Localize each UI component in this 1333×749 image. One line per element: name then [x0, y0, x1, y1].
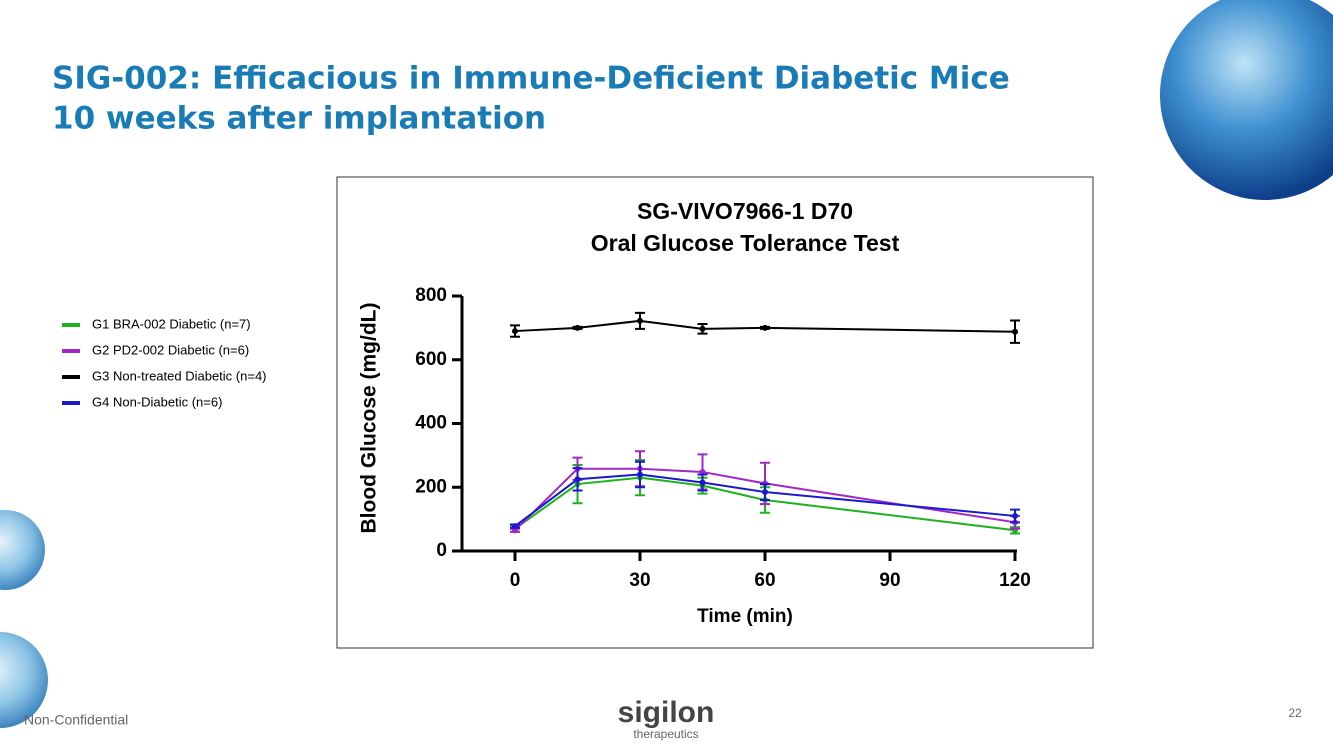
data-point [699, 468, 706, 475]
y-tick-label: 800 [415, 285, 447, 306]
logo-subtitle: therapeutics [633, 727, 698, 741]
x-tick-label: 120 [999, 570, 1031, 591]
data-point [1012, 328, 1018, 335]
y-tick-label: 200 [415, 476, 447, 497]
x-axis-label: Time (min) [697, 606, 793, 627]
data-point [1012, 512, 1018, 519]
x-tick-label: 0 [510, 570, 521, 591]
legend-label: G3 Non-treated Diabetic (n=4) [92, 368, 267, 383]
series-line [514, 319, 1016, 333]
data-point [637, 471, 643, 478]
data-point [512, 523, 518, 530]
slide-title: 10 weeks after implantation [52, 101, 546, 137]
data-point [699, 325, 706, 332]
data-point [699, 479, 706, 486]
footer: Non-Confidential [24, 712, 128, 728]
legend-label: G2 PD2-002 Diabetic (n=6) [92, 342, 249, 357]
data-point [574, 476, 581, 483]
chart-title: SG-VIVO7966-1 D70 [637, 198, 853, 224]
decor-sphere [1160, 0, 1333, 200]
y-axis-label: Blood Glucose (mg/dL) [358, 303, 381, 534]
logo: sigilon [618, 696, 715, 729]
y-tick-label: 400 [415, 413, 447, 434]
data-point [512, 527, 518, 534]
y-tick-label: 600 [415, 349, 447, 370]
x-tick-label: 60 [754, 570, 775, 591]
data-point [762, 324, 768, 331]
data-point [512, 328, 518, 335]
x-tick-label: 90 [879, 570, 900, 591]
x-tick-label: 30 [629, 570, 650, 591]
decor-sphere [0, 632, 48, 728]
series-line [514, 476, 1016, 532]
series-line [514, 467, 1016, 531]
data-point [637, 317, 643, 324]
y-tick-label: 0 [436, 540, 447, 561]
chart-title: Oral Glucose Tolerance Test [591, 230, 900, 256]
legend-label: G1 BRA-002 Diabetic (n=7) [92, 316, 251, 331]
page-number: 22 [1288, 706, 1302, 720]
series-line [514, 473, 1016, 527]
data-point [574, 324, 581, 331]
slide-title: SIG-002: Efficacious in Immune-Deficient… [52, 61, 1010, 97]
decor-sphere [0, 510, 45, 590]
data-point [762, 489, 768, 496]
legend-label: G4 Non-Diabetic (n=6) [92, 394, 222, 409]
